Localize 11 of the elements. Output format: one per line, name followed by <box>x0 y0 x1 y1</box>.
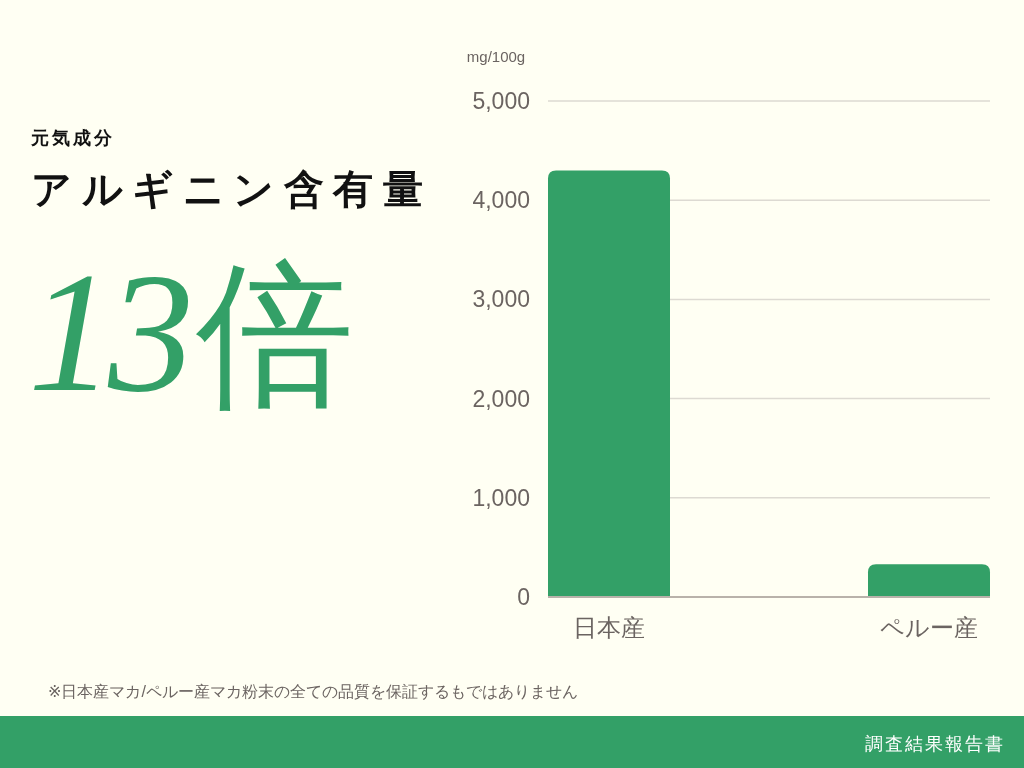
subtitle: 元気成分 <box>31 128 115 148</box>
xtick-label: ペルー産 <box>880 614 978 641</box>
xtick-label: 日本産 <box>573 614 645 641</box>
ytick-label: 2,000 <box>472 385 530 412</box>
ytick-label: 4,000 <box>472 187 530 214</box>
ylabel: mg/100g <box>466 48 526 65</box>
ytick-label: 0 <box>517 584 530 610</box>
ytick-label: 1,000 <box>472 484 530 511</box>
ytick-label: 3,000 <box>472 286 530 313</box>
title: アルギニン含有量 <box>31 167 432 211</box>
ytick-label: 5,000 <box>472 88 530 114</box>
